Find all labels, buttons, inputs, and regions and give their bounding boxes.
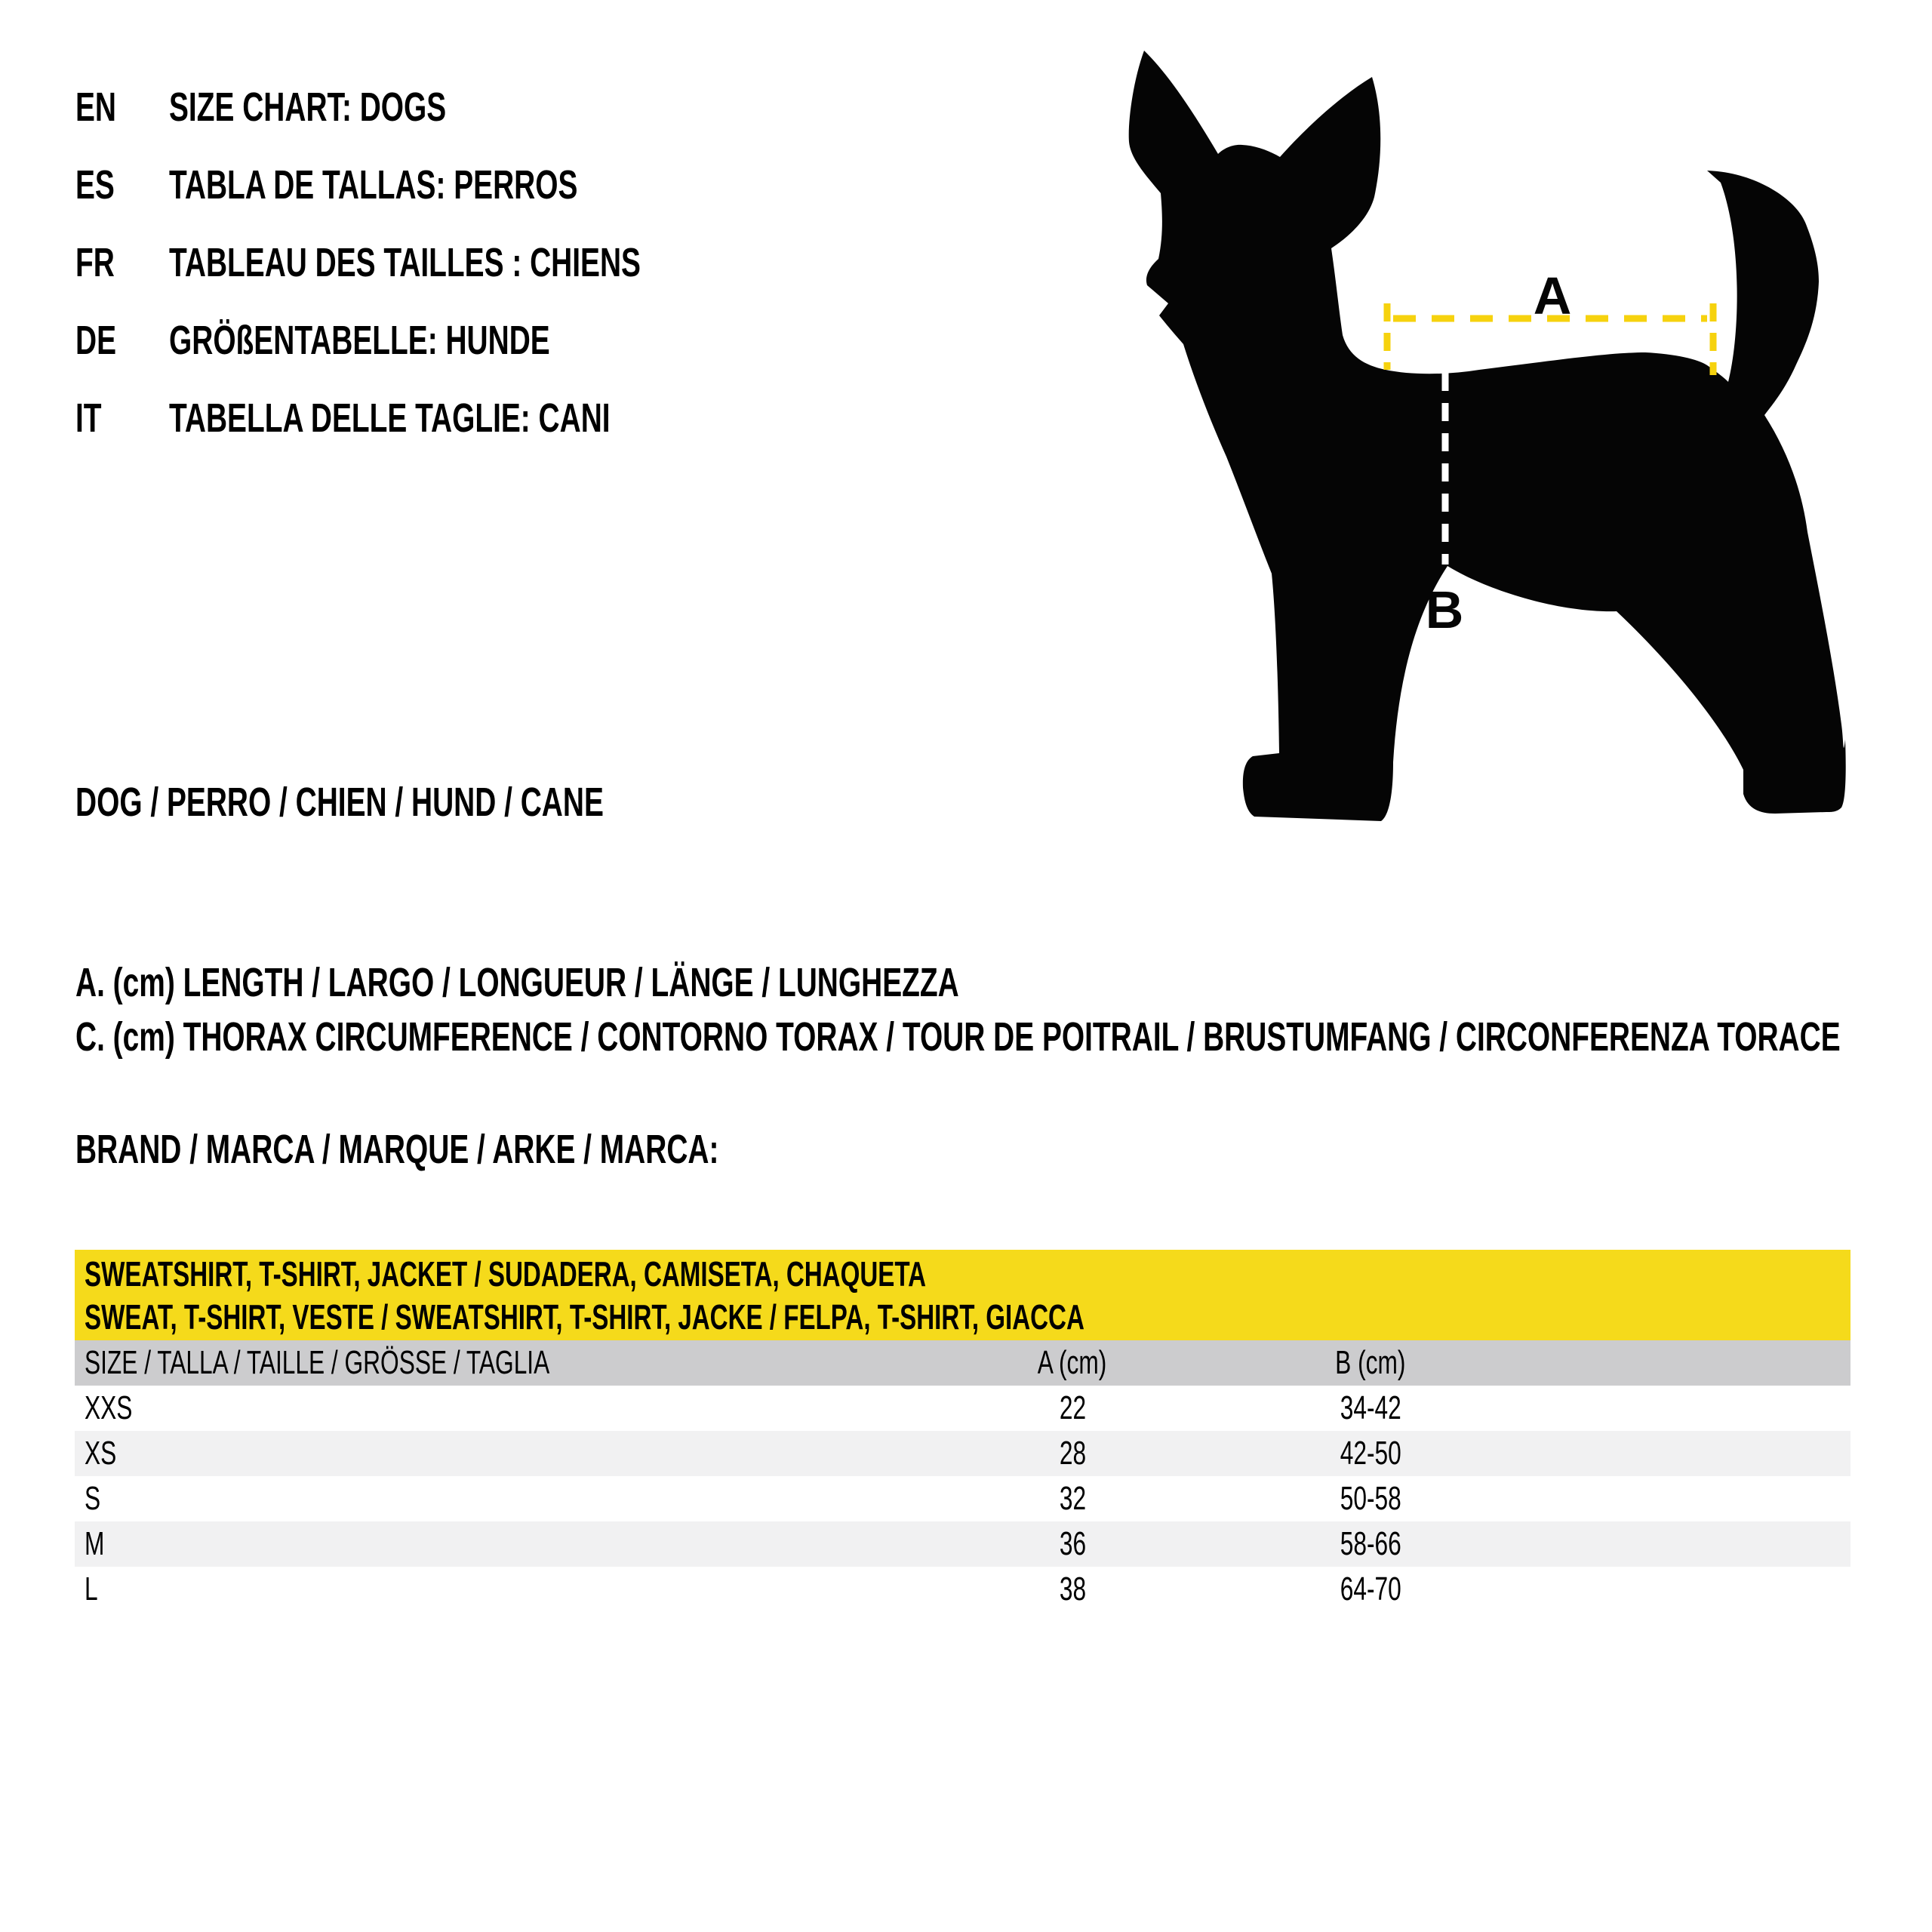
- list-item: ES TABLA DE TALLAS: PERROS: [75, 146, 824, 223]
- brand-line: BRAND / MARCA / MARQUE / ARKE / MARCA:: [75, 1127, 719, 1172]
- dog-measurement-diagram: A B: [1124, 45, 1864, 823]
- cell-a: 36: [1059, 1525, 1086, 1562]
- language-title: SIZE CHART: DOGS: [169, 84, 447, 130]
- column-header-a: A (cm): [1038, 1344, 1107, 1381]
- marker-b-label: B: [1426, 580, 1464, 639]
- list-item: FR TABLEAU DES TAILLES : CHIENS: [75, 223, 824, 301]
- legend-line-a: A. (cm) LENGTH / LARGO / LONGUEUR / LÄNG…: [75, 960, 959, 1005]
- table-row: S 32 50-58: [75, 1476, 1850, 1521]
- table-row: XS 28 42-50: [75, 1431, 1850, 1476]
- cell-a: 22: [1059, 1389, 1086, 1426]
- cell-size: M: [85, 1525, 105, 1562]
- animal-caption: DOG / PERRO / CHIEN / HUND / CANE: [75, 780, 604, 825]
- size-table-column-headers: SIZE / TALLA / TAILLE / GRÖSSE / TAGLIA …: [75, 1340, 1850, 1386]
- cell-b: 50-58: [1340, 1480, 1401, 1517]
- cell-size: XXS: [85, 1389, 133, 1426]
- list-item: IT TABELLA DELLE TAGLIE: CANI: [75, 379, 824, 457]
- language-code: ES: [75, 162, 115, 208]
- cell-b: 64-70: [1340, 1571, 1401, 1607]
- language-title: GRÖßENTABELLE: HUNDE: [169, 317, 550, 363]
- list-item: DE GRÖßENTABELLE: HUNDE: [75, 301, 824, 379]
- cell-a: 38: [1059, 1571, 1086, 1607]
- language-code: IT: [75, 395, 102, 441]
- legend-line-c: C. (cm) THORAX CIRCUMFERENCE / CONTORNO …: [75, 1014, 1841, 1060]
- language-title: TABLA DE TALLAS: PERROS: [169, 162, 578, 208]
- cell-b: 42-50: [1340, 1435, 1401, 1472]
- language-title: TABLEAU DES TAILLES : CHIENS: [169, 239, 641, 285]
- measurement-legend: A. (cm) LENGTH / LARGO / LONGUEUR / LÄNG…: [75, 955, 1932, 1064]
- language-title: TABELLA DELLE TAGLIE: CANI: [169, 395, 611, 441]
- language-code: FR: [75, 239, 115, 285]
- column-header-b: B (cm): [1335, 1344, 1406, 1381]
- cell-b: 34-42: [1340, 1389, 1401, 1426]
- cell-size: L: [85, 1571, 98, 1607]
- language-title-list: EN SIZE CHART: DOGS ES TABLA DE TALLAS: …: [75, 68, 824, 457]
- cell-a: 32: [1059, 1480, 1086, 1517]
- language-code: EN: [75, 84, 117, 130]
- banner-line-1: SWEATSHIRT, T-SHIRT, JACKET / SUDADERA, …: [85, 1254, 927, 1294]
- cell-size: S: [85, 1480, 101, 1517]
- table-row: XXS 22 34-42: [75, 1386, 1850, 1431]
- size-table: SWEATSHIRT, T-SHIRT, JACKET / SUDADERA, …: [75, 1250, 1850, 1612]
- list-item: EN SIZE CHART: DOGS: [75, 68, 824, 146]
- marker-a-label: A: [1534, 266, 1572, 325]
- size-table-title-banner: SWEATSHIRT, T-SHIRT, JACKET / SUDADERA, …: [75, 1250, 1850, 1340]
- table-row: L 38 64-70: [75, 1567, 1850, 1612]
- dog-silhouette: [1128, 51, 1846, 821]
- banner-line-2: SWEAT, T-SHIRT, VESTE / SWEATSHIRT, T-SH…: [85, 1297, 1084, 1337]
- column-header-size: SIZE / TALLA / TAILLE / GRÖSSE / TAGLIA: [85, 1344, 550, 1381]
- table-row: M 36 58-66: [75, 1521, 1850, 1567]
- dog-diagram-svg: A B: [1128, 51, 1846, 821]
- cell-a: 28: [1059, 1435, 1086, 1472]
- cell-size: XS: [85, 1435, 117, 1472]
- cell-b: 58-66: [1340, 1525, 1401, 1562]
- language-code: DE: [75, 317, 117, 363]
